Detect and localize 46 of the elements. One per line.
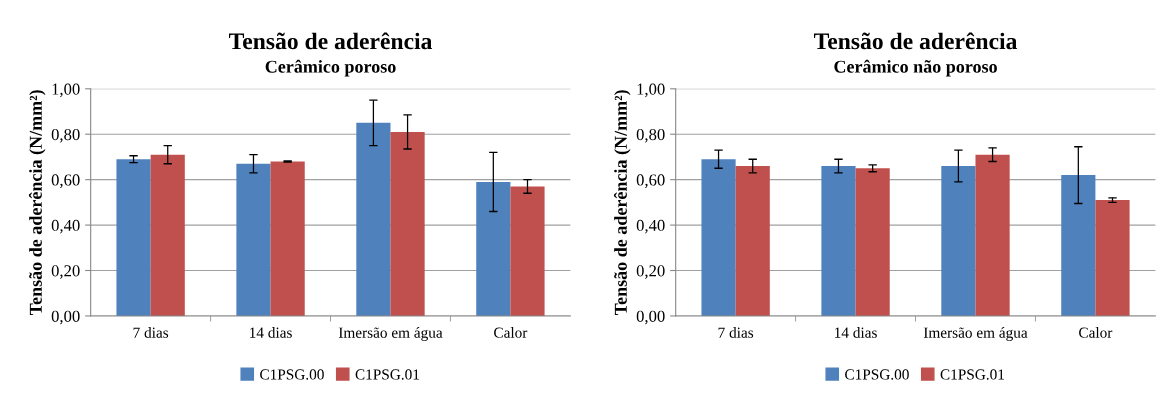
bar (855, 168, 890, 316)
x-tick-label: 7 dias (133, 327, 169, 338)
y-tick-label: 0,40 (636, 219, 665, 234)
chart-title: Tensão de aderência (229, 32, 433, 50)
x-tick-label: 14 dias (835, 327, 877, 338)
y-tick-label: 0,20 (636, 265, 665, 279)
bar (510, 186, 545, 316)
chart-title: Tensão de aderência (814, 32, 1018, 50)
y-axis-title: Tensão de aderência (N/mm²) (28, 90, 46, 316)
bar (356, 122, 391, 316)
y-axis-title: Tensão de aderência (N/mm²) (613, 90, 631, 316)
legend-label: C1PSG.00 (260, 369, 324, 380)
bar (1061, 175, 1096, 316)
x-tick-label: Imersão em água (923, 327, 1028, 341)
bar (476, 181, 511, 316)
x-tick-label: Imersão em água (338, 327, 443, 341)
bar (975, 154, 1010, 316)
y-tick-label: 0,40 (51, 219, 80, 234)
bar (1095, 200, 1130, 316)
legend-label: C1PSG.00 (845, 369, 909, 380)
y-tick-label: 0,80 (636, 128, 665, 143)
bar (701, 159, 736, 316)
x-tick-label: 14 dias (250, 327, 292, 338)
x-tick-label: 7 dias (718, 327, 754, 338)
y-tick-label: 0,80 (51, 128, 80, 143)
bar (941, 166, 976, 316)
bar (390, 131, 425, 316)
bar (236, 163, 271, 316)
bar (150, 154, 185, 316)
y-tick-label: 1,00 (52, 83, 80, 98)
y-tick-label: 1,00 (637, 83, 665, 98)
y-tick-label: 0,00 (51, 310, 80, 325)
bar (270, 161, 305, 316)
y-tick-label: 0,00 (636, 310, 665, 325)
x-tick-label: Calor (1079, 327, 1113, 338)
chart-subtitle: Cerâmico poroso (265, 59, 396, 77)
bar (821, 166, 856, 316)
legend-label: C1PSG.01 (940, 369, 1005, 380)
y-tick-label: 0,60 (51, 174, 80, 188)
x-tick-label: Calor (494, 327, 528, 338)
y-tick-label: 0,20 (51, 265, 80, 279)
legend-label: C1PSG.01 (355, 369, 420, 380)
y-tick-label: 0,60 (636, 174, 665, 188)
chart-subtitle: Cerâmico não poroso (834, 59, 997, 77)
bar (116, 159, 151, 316)
bar (735, 166, 770, 316)
